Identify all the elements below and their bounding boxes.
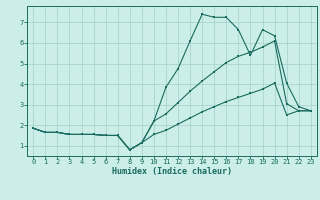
X-axis label: Humidex (Indice chaleur): Humidex (Indice chaleur) [112, 167, 232, 176]
